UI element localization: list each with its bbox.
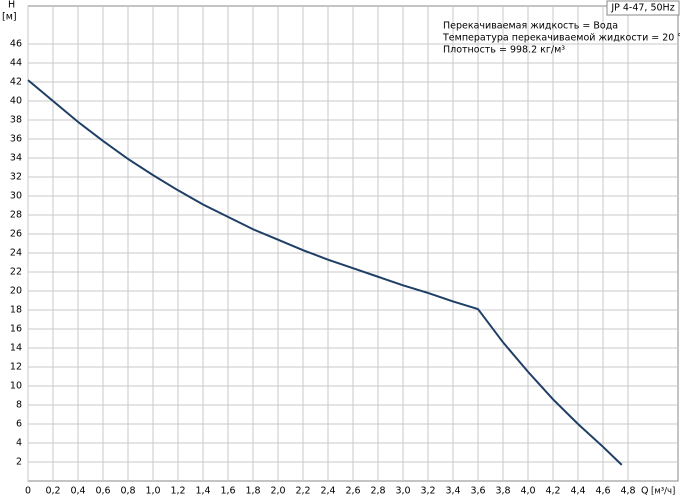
x-tick-label: 0,2 — [45, 486, 60, 497]
y-tick-label: 26 — [10, 229, 22, 240]
x-tick-label: 0 — [25, 486, 31, 497]
x-tick-label: 4,0 — [520, 486, 535, 497]
y-tick-label: 8 — [16, 400, 22, 411]
y-axis-unit: [м] — [2, 12, 17, 23]
y-tick-label: 24 — [10, 248, 22, 259]
x-tick-label: 3,6 — [470, 486, 485, 497]
x-tick-label: 4,6 — [595, 486, 610, 497]
x-axis-unit: [м³/ч] — [651, 487, 675, 497]
curve — [27, 79, 623, 466]
y-axis-label: H — [8, 0, 15, 11]
x-tick-label: 1,6 — [220, 486, 235, 497]
x-tick-label: 2,0 — [270, 486, 285, 497]
y-tick-label: 28 — [10, 210, 22, 221]
y-tick-label: 6 — [16, 419, 22, 430]
x-tick-label: 0,4 — [70, 486, 85, 497]
chart-title: JP 4-47, 50Hz — [610, 3, 674, 14]
y-tick-label: 18 — [10, 305, 22, 316]
x-tick-label: 2,2 — [295, 486, 310, 497]
x-tick-label: 4,4 — [570, 486, 585, 497]
y-tick-label: 44 — [10, 58, 22, 69]
annotation: Перекачиваемая жидкость = Вода — [443, 21, 618, 32]
x-tick-label: 4,8 — [620, 486, 635, 497]
y-tick-label: 22 — [10, 267, 22, 278]
x-tick-label: 4,2 — [545, 486, 560, 497]
x-tick-label: 1,0 — [145, 486, 160, 497]
y-tick-label: 20 — [10, 286, 22, 297]
y-tick-label: 40 — [10, 96, 22, 107]
y-tick-label: 12 — [10, 362, 22, 373]
y-tick-label: 14 — [10, 343, 22, 354]
x-tick-label: 2,6 — [345, 486, 360, 497]
y-tick-label: 34 — [10, 153, 22, 164]
x-tick-label: 1,2 — [170, 486, 185, 497]
y-tick-label: 30 — [10, 191, 22, 202]
x-tick-label: 3,2 — [420, 486, 435, 497]
title-box — [606, 0, 680, 16]
y-tick-label: 36 — [10, 134, 22, 145]
y-tick-label: 32 — [10, 172, 22, 183]
x-tick-label: 0,8 — [120, 486, 135, 497]
x-tick-label: 3,4 — [445, 486, 460, 497]
annotation: Плотность = 998.2 кг/м³ — [443, 45, 565, 56]
y-tick-label: 42 — [10, 77, 22, 88]
x-tick-label: 1,8 — [245, 486, 260, 497]
y-tick-label: 10 — [10, 381, 22, 392]
x-tick-label: 2,8 — [370, 486, 385, 497]
y-tick-label: 46 — [10, 39, 22, 50]
y-tick-label: 38 — [10, 115, 22, 126]
x-tick-label: 3,8 — [495, 486, 510, 497]
y-tick-label: 2 — [16, 457, 22, 468]
x-tick-label: 3,0 — [395, 486, 410, 497]
y-tick-label: 16 — [10, 324, 22, 335]
x-axis-label: Q — [641, 486, 648, 497]
x-tick-label: 0,6 — [95, 486, 110, 497]
y-tick-label: 4 — [16, 438, 22, 449]
x-tick-label: 1,4 — [195, 486, 210, 497]
annotation: Температура перекачиваемой жидкости = 20… — [442, 33, 680, 44]
x-tick-label: 2,4 — [320, 486, 335, 497]
